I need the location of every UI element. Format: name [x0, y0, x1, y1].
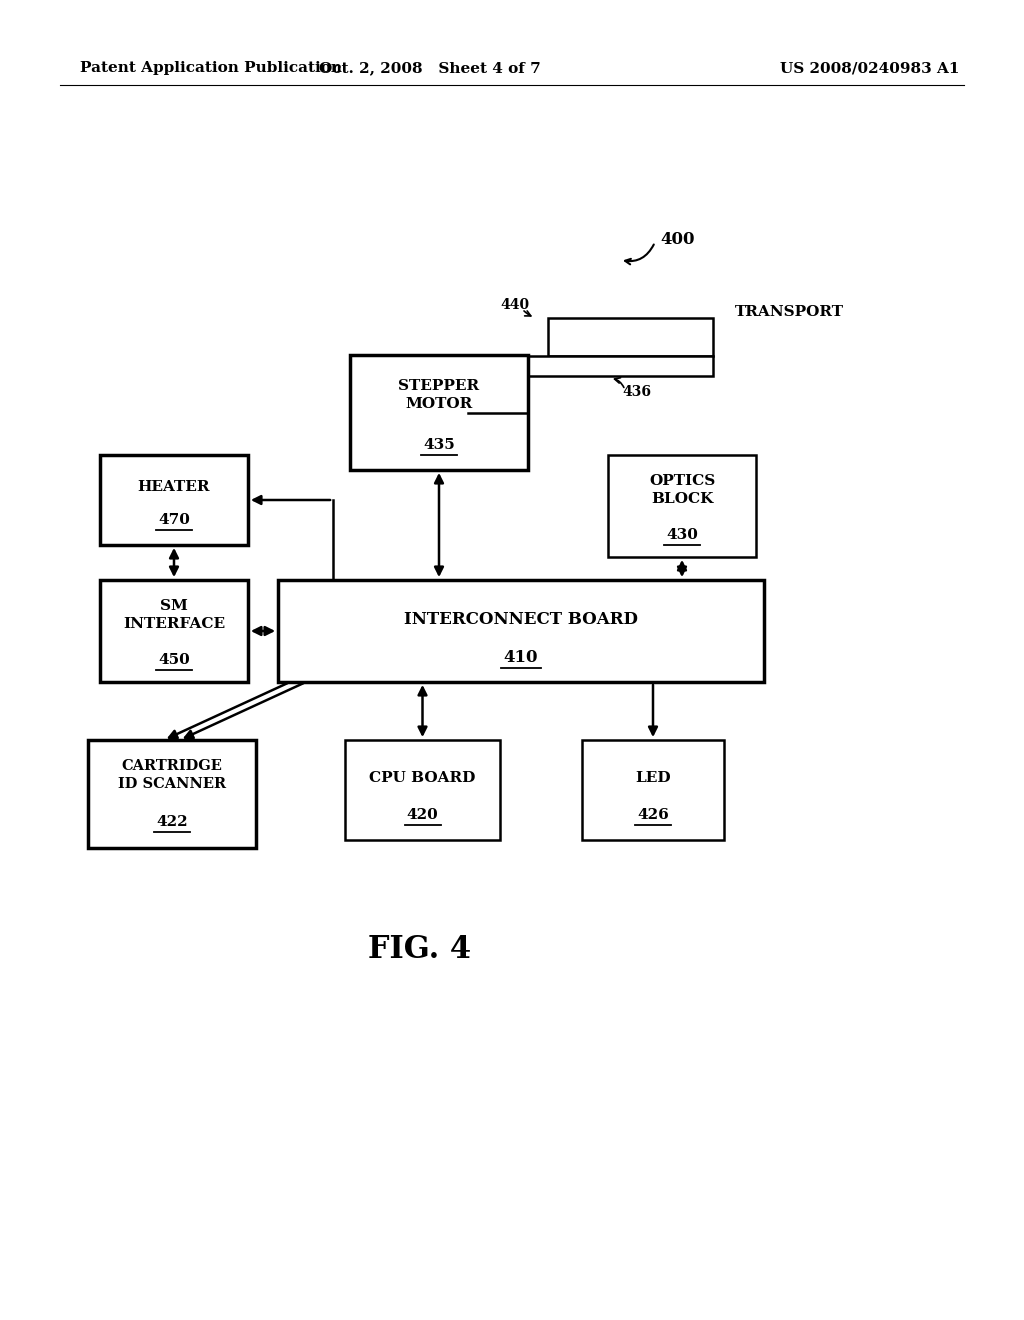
Text: 435: 435 — [423, 438, 455, 451]
Bar — [100, 579, 248, 682]
Bar — [608, 455, 756, 557]
Text: STEPPER
MOTOR: STEPPER MOTOR — [398, 379, 479, 412]
Text: 420: 420 — [407, 808, 438, 822]
Text: 430: 430 — [666, 528, 698, 543]
Bar — [468, 356, 713, 376]
Bar — [100, 455, 248, 545]
Bar — [88, 741, 256, 847]
Bar — [350, 355, 528, 470]
Text: 426: 426 — [637, 808, 669, 822]
Text: CARTRIDGE
ID SCANNER: CARTRIDGE ID SCANNER — [118, 759, 226, 791]
Text: 440: 440 — [500, 298, 529, 312]
Bar — [345, 741, 500, 840]
Bar — [582, 741, 724, 840]
Text: 410: 410 — [504, 649, 539, 667]
Text: 400: 400 — [660, 231, 694, 248]
Text: HEATER: HEATER — [138, 480, 210, 494]
Text: Patent Application Publication: Patent Application Publication — [80, 61, 342, 75]
Text: SM
INTERFACE: SM INTERFACE — [123, 599, 225, 631]
Text: LED: LED — [635, 771, 671, 785]
Text: 422: 422 — [157, 814, 187, 829]
Text: US 2008/0240983 A1: US 2008/0240983 A1 — [780, 61, 959, 75]
Bar — [278, 579, 764, 682]
Text: CPU BOARD: CPU BOARD — [370, 771, 476, 785]
Text: 450: 450 — [158, 653, 189, 667]
Text: 436: 436 — [622, 385, 651, 399]
Bar — [548, 318, 713, 356]
Text: TRANSPORT: TRANSPORT — [735, 305, 844, 319]
Text: Oct. 2, 2008   Sheet 4 of 7: Oct. 2, 2008 Sheet 4 of 7 — [319, 61, 541, 75]
Text: INTERCONNECT BOARD: INTERCONNECT BOARD — [404, 611, 638, 628]
Text: OPTICS
BLOCK: OPTICS BLOCK — [649, 474, 715, 506]
Text: 470: 470 — [158, 513, 189, 527]
Text: FIG. 4: FIG. 4 — [369, 935, 472, 965]
